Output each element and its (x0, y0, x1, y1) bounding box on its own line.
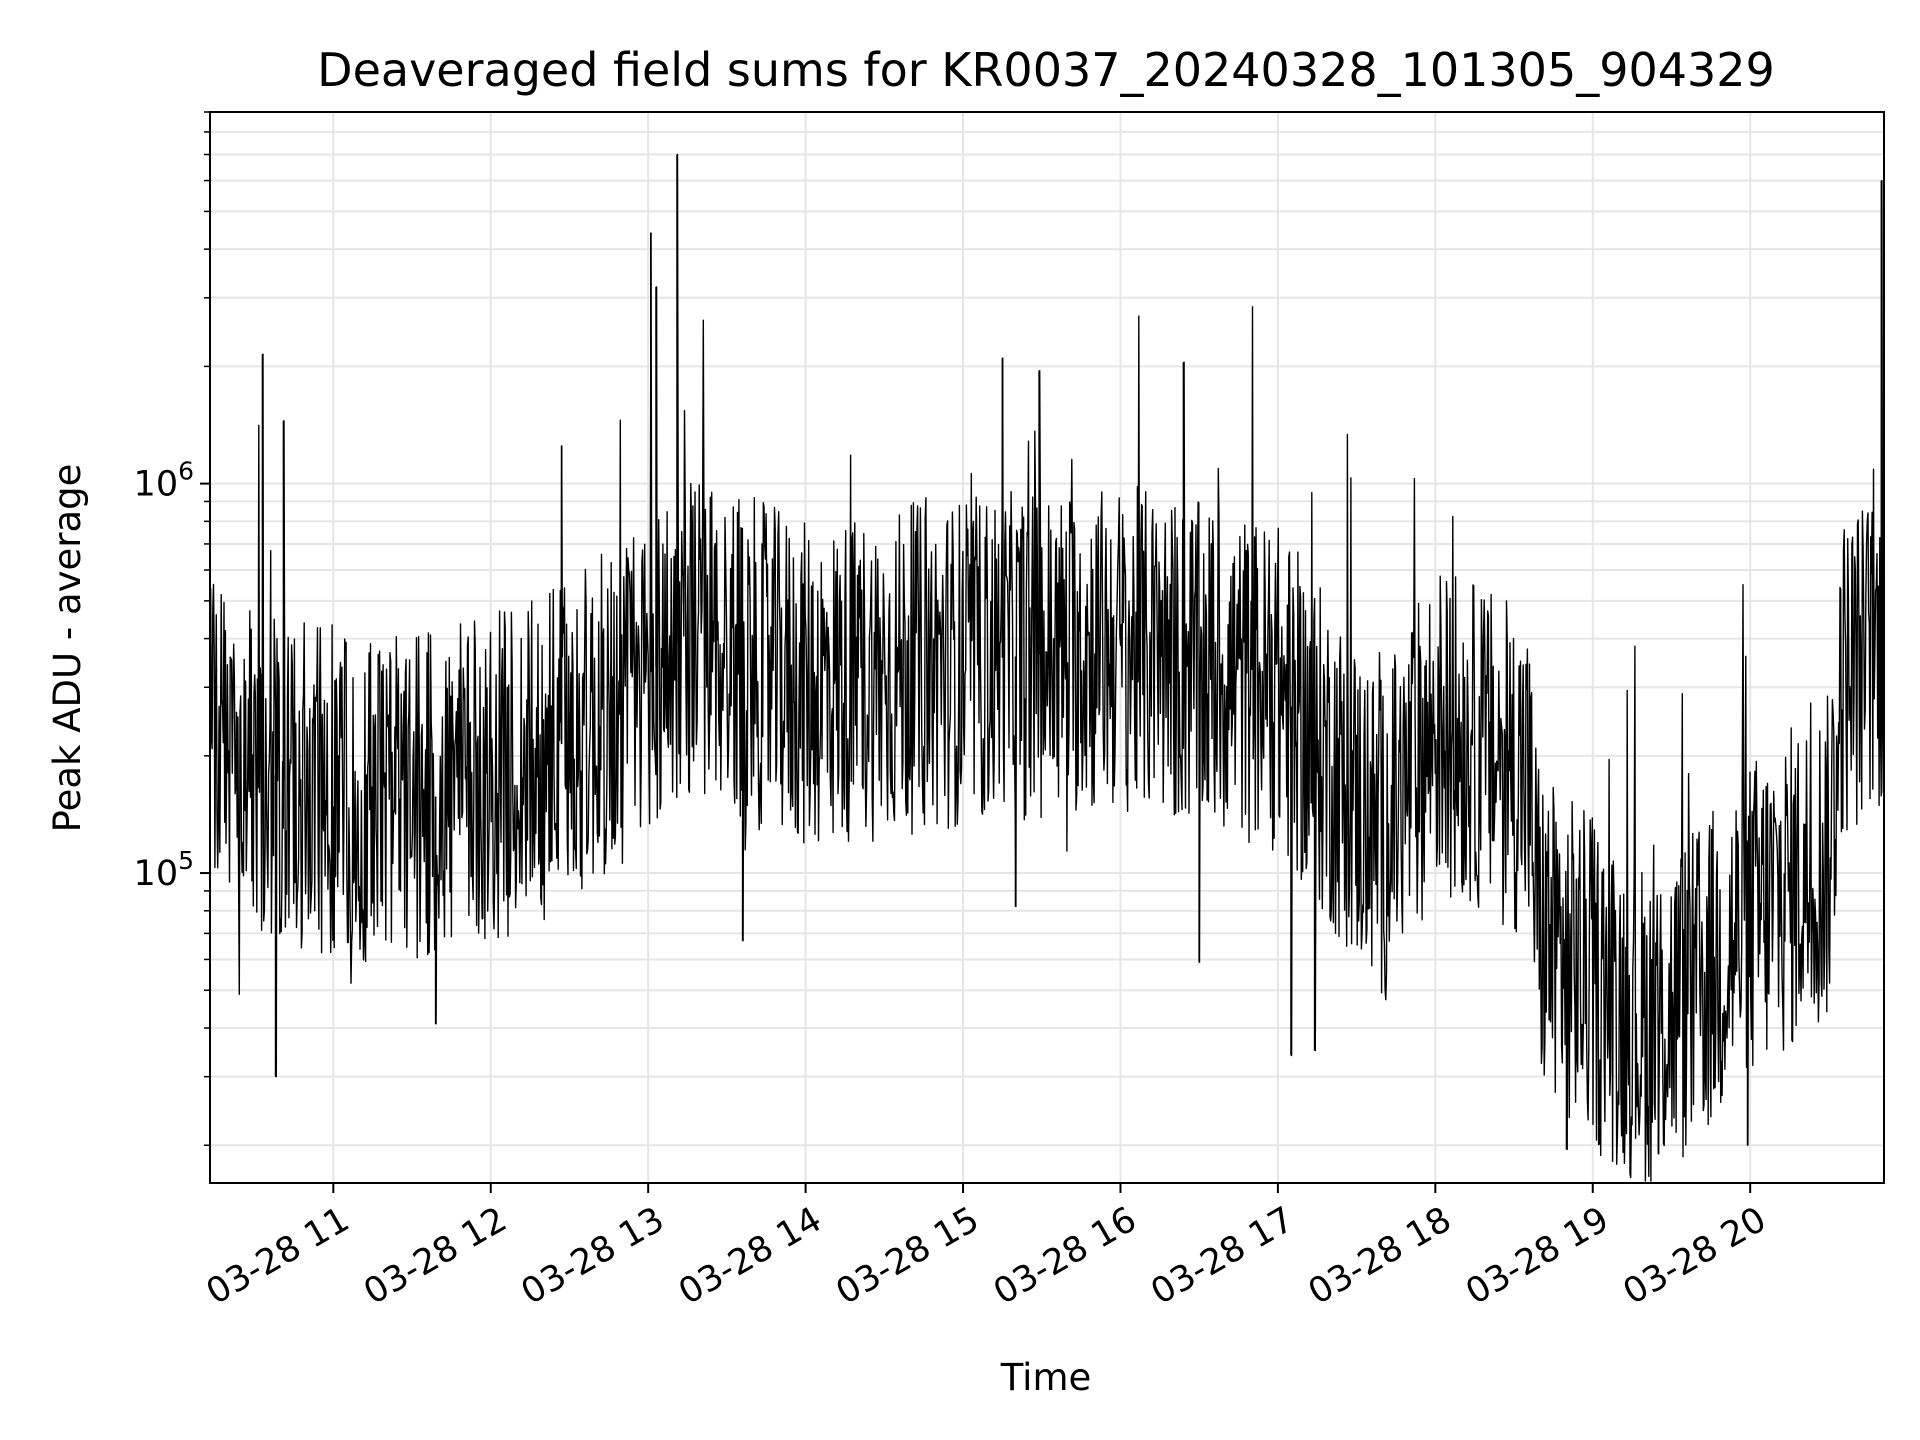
data-series (210, 153, 1884, 1182)
y-tick-label: 105 (134, 846, 194, 894)
y-axis-ticks: 105 106 (134, 111, 210, 1147)
y-tick-label: 106 (134, 457, 194, 505)
series-line (210, 153, 1884, 1182)
chart-title: Deaveraged field sums for KR0037_2024032… (317, 43, 1775, 97)
y-axis-label: Peak ADU - average (46, 464, 89, 833)
plot-frame (209, 111, 1885, 1184)
x-axis-label: Time (1000, 1356, 1092, 1399)
